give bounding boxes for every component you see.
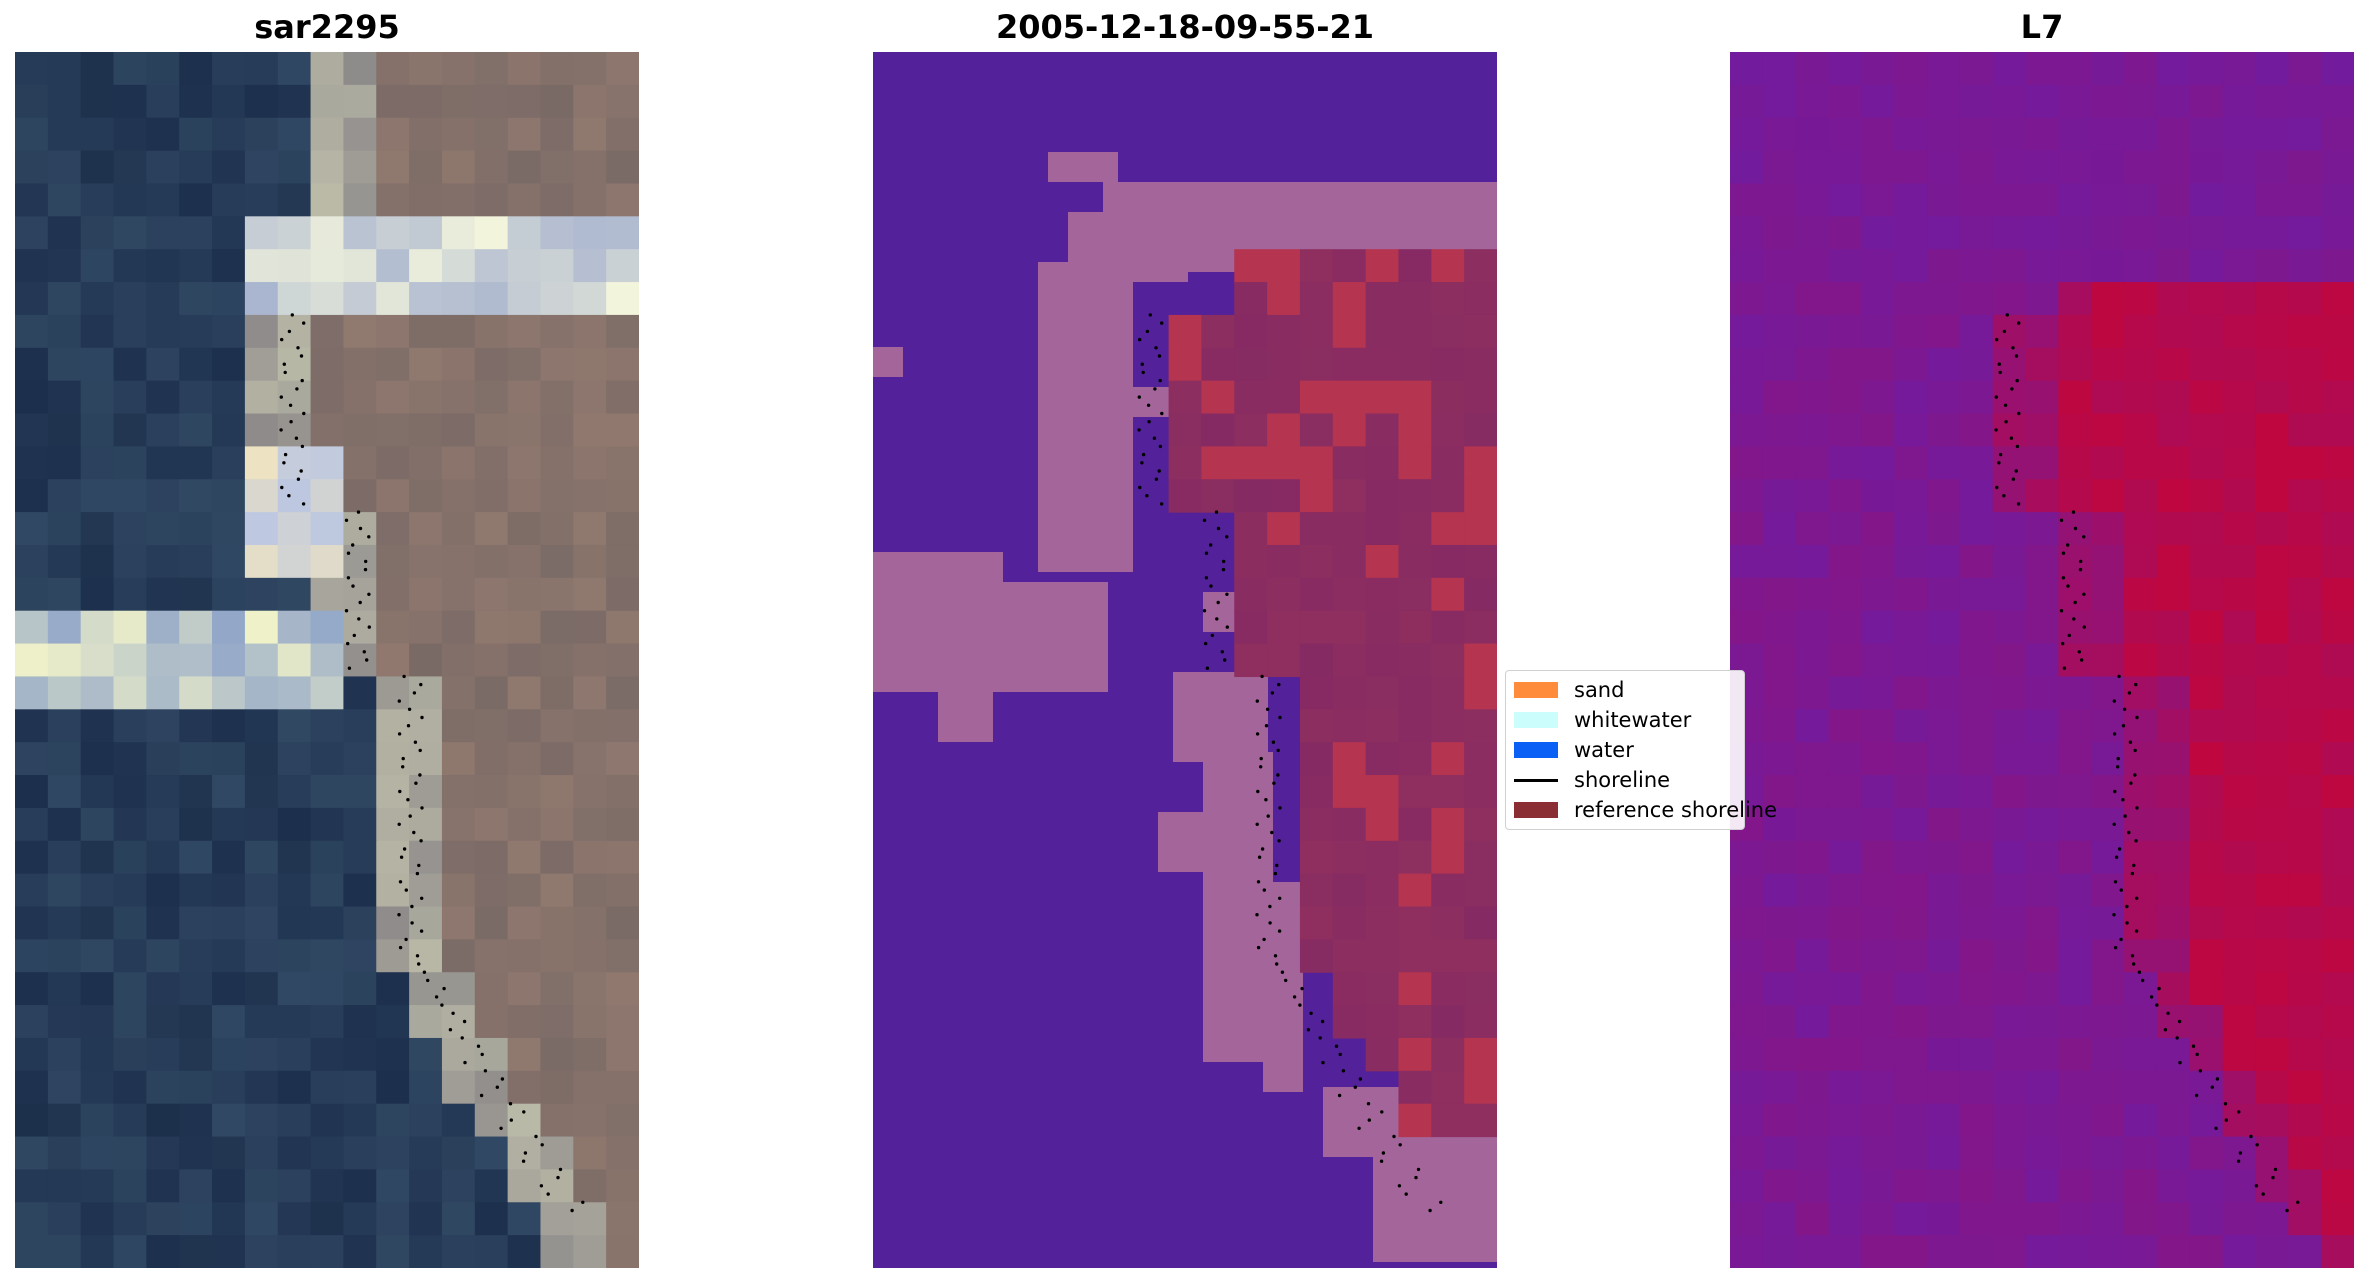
legend-item-water: water: [1514, 735, 1744, 765]
panel-title-classified: 2005-12-18-09-55-21: [995, 8, 1375, 46]
panel-title-rgb: sar2295: [254, 8, 400, 46]
legend-label-sand: sand: [1574, 678, 1625, 702]
legend-swatch-reference-shoreline: [1514, 802, 1558, 818]
rgb-image-canvas: [15, 52, 639, 1268]
rgb-satellite-image: [15, 52, 639, 1268]
legend-item-whitewater: whitewater: [1514, 705, 1744, 735]
classified-image-canvas: [873, 52, 1497, 1268]
legend: sand whitewater water shoreline referenc…: [1505, 670, 1777, 830]
index-image: [1730, 52, 2354, 1268]
legend-line-shoreline: [1514, 778, 1558, 782]
legend-label-shoreline: shoreline: [1574, 768, 1671, 792]
legend-item-sand: sand: [1514, 675, 1744, 705]
panel-title-index: L7: [2020, 8, 2064, 46]
index-image-canvas: [1730, 52, 2354, 1268]
legend-swatch-whitewater: [1514, 712, 1558, 728]
legend-item-shoreline: shoreline: [1514, 765, 1744, 795]
legend-swatch-sand: [1514, 682, 1558, 698]
legend-label-reference-shoreline: reference shoreline: [1574, 798, 1778, 822]
classified-image: [873, 52, 1497, 1268]
legend-label-water: water: [1574, 738, 1634, 762]
legend-label-whitewater: whitewater: [1574, 708, 1692, 732]
legend-swatch-water: [1514, 742, 1558, 758]
legend-item-reference-shoreline: reference shoreline: [1514, 795, 1777, 825]
